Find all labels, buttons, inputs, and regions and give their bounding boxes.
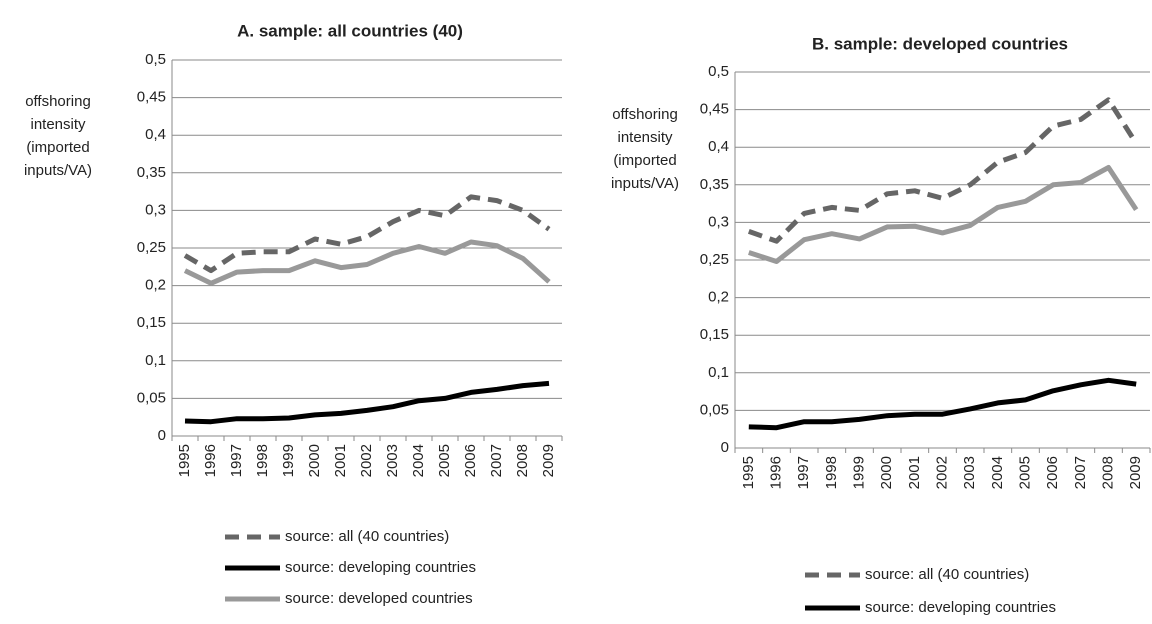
- x-tick-label: 1996: [202, 444, 219, 477]
- x-tick-label: 2004: [410, 444, 427, 477]
- chart-title: B. sample: developed countries: [812, 34, 1068, 53]
- x-tick-label: 2006: [462, 444, 479, 477]
- y-tick-label: 0,45: [700, 101, 729, 118]
- y-tick-label: 0,4: [708, 138, 729, 155]
- x-tick-label: 2007: [1072, 456, 1089, 489]
- x-tick-label: 1995: [740, 456, 757, 489]
- y-tick-label: 0,5: [145, 51, 166, 68]
- y-tick-label: 0,5: [708, 63, 729, 80]
- y-tick-label: 0,25: [137, 239, 166, 256]
- legend-label: source: developing countries: [285, 559, 476, 576]
- x-tick-label: 2000: [878, 456, 895, 489]
- x-tick-label: 2003: [384, 444, 401, 477]
- x-tick-label: 2001: [332, 444, 349, 477]
- y-tick-label: 0: [158, 427, 166, 444]
- y-tick-label: 0,05: [700, 401, 729, 418]
- x-tick-label: 1998: [823, 456, 840, 489]
- y-axis-label: offshoring: [25, 93, 91, 110]
- x-tick-label: 1997: [795, 456, 812, 489]
- y-tick-label: 0,3: [145, 201, 166, 218]
- x-tick-label: 2007: [488, 444, 505, 477]
- y-tick-label: 0,2: [708, 289, 729, 306]
- y-tick-label: 0,25: [700, 251, 729, 268]
- x-tick-label: 1996: [767, 456, 784, 489]
- y-axis-label: offshoring: [612, 106, 678, 123]
- y-tick-label: 0: [721, 439, 729, 456]
- x-tick-label: 2009: [540, 444, 557, 477]
- y-axis-label: inputs/VA): [24, 162, 92, 179]
- x-tick-label: 2003: [961, 456, 978, 489]
- legend-label: source: all (40 countries): [865, 566, 1029, 583]
- x-tick-label: 2008: [1099, 456, 1116, 489]
- x-tick-label: 2005: [436, 444, 453, 477]
- x-tick-label: 1995: [176, 444, 193, 477]
- y-axis-label: (imported: [26, 139, 89, 156]
- y-tick-label: 0,1: [708, 364, 729, 381]
- x-tick-label: 1997: [228, 444, 245, 477]
- y-tick-label: 0,4: [145, 126, 166, 143]
- x-tick-label: 2001: [906, 456, 923, 489]
- series-line: [747, 97, 1139, 244]
- chart-title: A. sample: all countries (40): [237, 21, 463, 40]
- y-tick-label: 0,3: [708, 213, 729, 230]
- legend-label: source: developing countries: [865, 599, 1056, 616]
- y-axis-label: intensity: [30, 116, 86, 133]
- series-line: [183, 194, 551, 274]
- series-line: [748, 377, 1137, 431]
- y-axis-label: (imported: [613, 152, 676, 169]
- x-tick-label: 1999: [850, 456, 867, 489]
- y-tick-label: 0,35: [700, 176, 729, 193]
- y-axis-label: inputs/VA): [611, 175, 679, 192]
- y-tick-label: 0,15: [137, 314, 166, 331]
- y-tick-label: 0,45: [137, 89, 166, 106]
- series-line: [184, 380, 550, 425]
- legend-label: source: all (40 countries): [285, 528, 449, 545]
- x-tick-label: 2000: [306, 444, 323, 477]
- x-tick-label: 2004: [989, 456, 1006, 489]
- y-tick-label: 0,2: [145, 277, 166, 294]
- y-tick-label: 0,1: [145, 352, 166, 369]
- x-tick-label: 1999: [280, 444, 297, 477]
- y-tick-label: 0,15: [700, 326, 729, 343]
- x-tick-label: 2002: [933, 456, 950, 489]
- x-tick-label: 2006: [1044, 456, 1061, 489]
- x-tick-label: 2002: [358, 444, 375, 477]
- x-tick-label: 1998: [254, 444, 271, 477]
- y-tick-label: 0,05: [137, 389, 166, 406]
- series-line: [183, 239, 551, 286]
- x-tick-label: 2008: [514, 444, 531, 477]
- legend-label: source: developed countries: [285, 590, 473, 607]
- x-tick-label: 2009: [1127, 456, 1144, 489]
- y-axis-label: intensity: [617, 129, 673, 146]
- x-tick-label: 2005: [1016, 456, 1033, 489]
- y-tick-label: 0,35: [137, 164, 166, 181]
- series-line: [748, 165, 1139, 264]
